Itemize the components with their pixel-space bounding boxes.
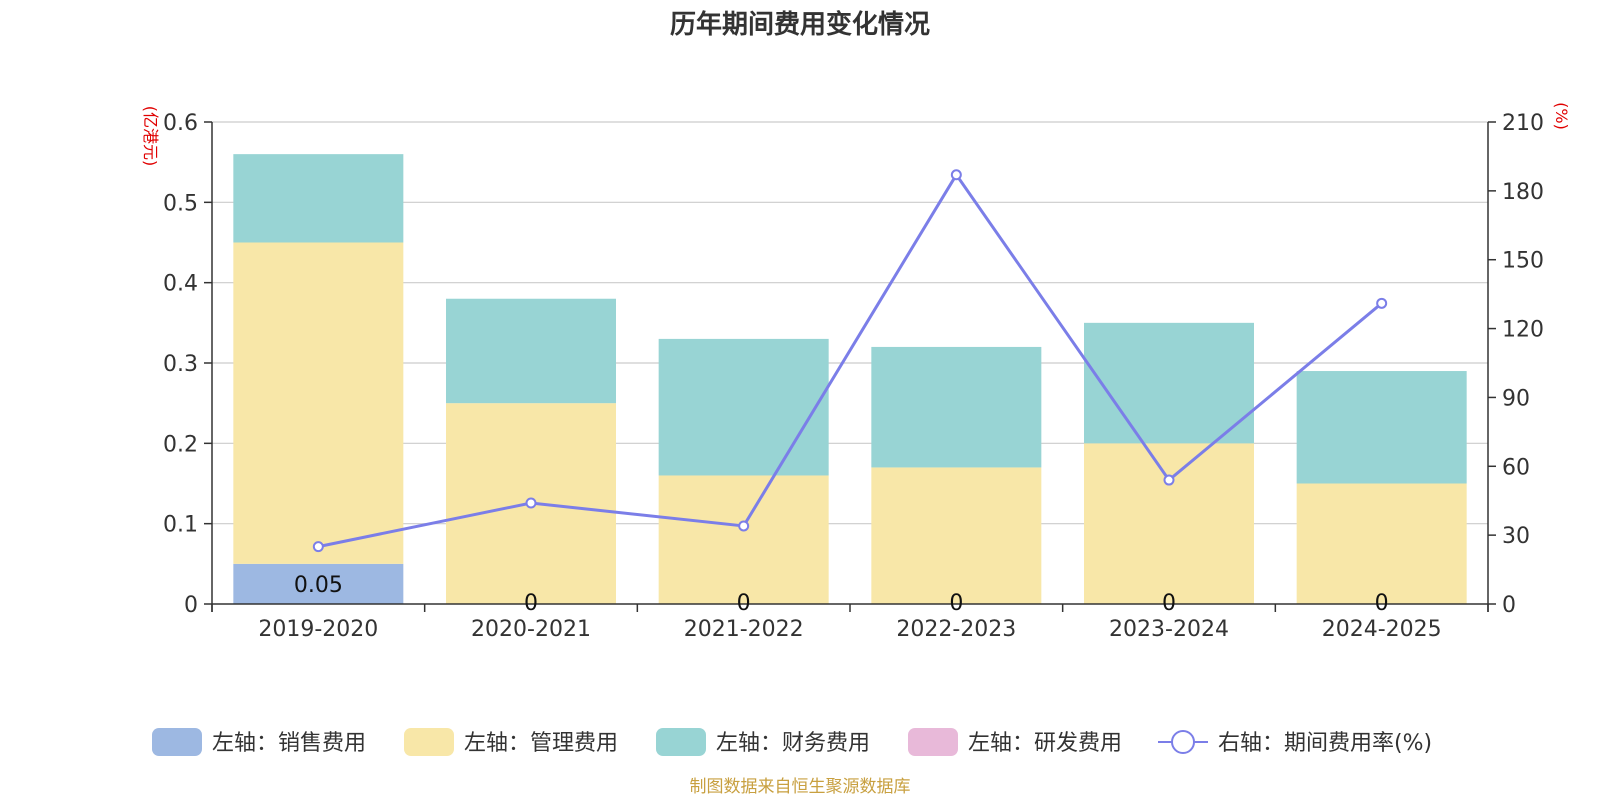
- bar-data-label: 0: [949, 591, 963, 616]
- rate-point: [525, 497, 537, 509]
- bar-segment: [1084, 322, 1254, 444]
- x-tick-label: 2021-2022: [684, 617, 804, 642]
- bar-segment: [233, 242, 404, 564]
- bar-data-label: 0: [737, 591, 751, 616]
- right-tick-label: 120: [1502, 318, 1544, 343]
- legend-swatch: [152, 728, 202, 756]
- right-tick-label: 90: [1502, 386, 1530, 411]
- legend-label: 左轴：销售费用: [212, 731, 366, 756]
- right-tick-label: 150: [1502, 249, 1544, 274]
- legend-swatch: [908, 728, 958, 756]
- left-tick-label: 0.5: [163, 191, 198, 216]
- source-note: 制图数据来自恒生聚源数据库: [690, 777, 911, 797]
- bar-segment: [871, 467, 1042, 604]
- rate-point: [738, 520, 750, 532]
- bar-data-label: 0.05: [294, 573, 343, 598]
- bar-data-label: 0: [1375, 591, 1389, 616]
- data-labels: 0.05 0 0 0 0 0: [294, 573, 1389, 616]
- legend-label: 左轴：管理费用: [464, 731, 618, 756]
- legend-swatch: [656, 728, 706, 756]
- rate-point: [950, 169, 962, 181]
- grid-lines: [212, 121, 1488, 525]
- x-tick-label: 2024-2025: [1322, 617, 1442, 642]
- bar-segment: [1084, 443, 1254, 604]
- left-tick-label: 0.2: [163, 432, 198, 457]
- rate-point: [1163, 474, 1175, 486]
- bar-data-label: 0: [524, 591, 538, 616]
- right-tick-label: 60: [1502, 455, 1530, 480]
- legend-swatch: [404, 728, 454, 756]
- rate-line: [318, 172, 1383, 549]
- x-tick-label: 2019-2020: [258, 617, 378, 642]
- rate-point: [1376, 297, 1388, 309]
- right-axis-unit: (%): [1552, 102, 1571, 130]
- bar-segment: [871, 346, 1042, 468]
- x-tick-label: 2023-2024: [1109, 617, 1229, 642]
- left-tick-label: 0.1: [163, 513, 198, 538]
- left-tick-label: 0: [184, 593, 198, 618]
- bar-segment: [658, 475, 829, 604]
- bar-layer: [233, 154, 1467, 604]
- line-layer: [312, 169, 1388, 553]
- legend-label: 右轴：期间费用率(%): [1218, 731, 1432, 756]
- axes: 0 0.1 0.2 0.3 0.4 0.5 0.6 0 30 60 90 120 150 180 210 20…: [163, 111, 1544, 642]
- bar-segment: [1296, 483, 1467, 604]
- legend-label: 左轴：财务费用: [716, 731, 870, 756]
- legend-marker: [1171, 730, 1195, 754]
- left-axis-unit: (亿港元): [141, 106, 160, 167]
- legend: 左轴：销售费用 左轴：管理费用 左轴：财务费用 左轴：研发费用 右轴：期间费用率(%): [152, 728, 1432, 756]
- right-tick-label: 180: [1502, 180, 1544, 205]
- right-tick-label: 30: [1502, 524, 1530, 549]
- bar-segment: [446, 298, 616, 404]
- bar-segment: [233, 154, 404, 243]
- bar-segment: [233, 563, 404, 604]
- left-tick-label: 0.4: [163, 272, 198, 297]
- right-tick-label: 0: [1502, 593, 1516, 618]
- bar-data-label: 0: [1162, 591, 1176, 616]
- right-tick-label: 210: [1502, 111, 1544, 136]
- bar-segment: [658, 338, 829, 476]
- bar-segment: [1296, 371, 1467, 484]
- rate-point: [312, 541, 324, 553]
- chart-title: 历年期间费用变化情况: [670, 9, 930, 40]
- x-tick-label: 2020-2021: [471, 617, 591, 642]
- left-tick-label: 0.6: [163, 111, 198, 136]
- legend-label: 左轴：研发费用: [968, 731, 1122, 756]
- x-tick-label: 2022-2023: [896, 617, 1016, 642]
- left-tick-label: 0.3: [163, 352, 198, 377]
